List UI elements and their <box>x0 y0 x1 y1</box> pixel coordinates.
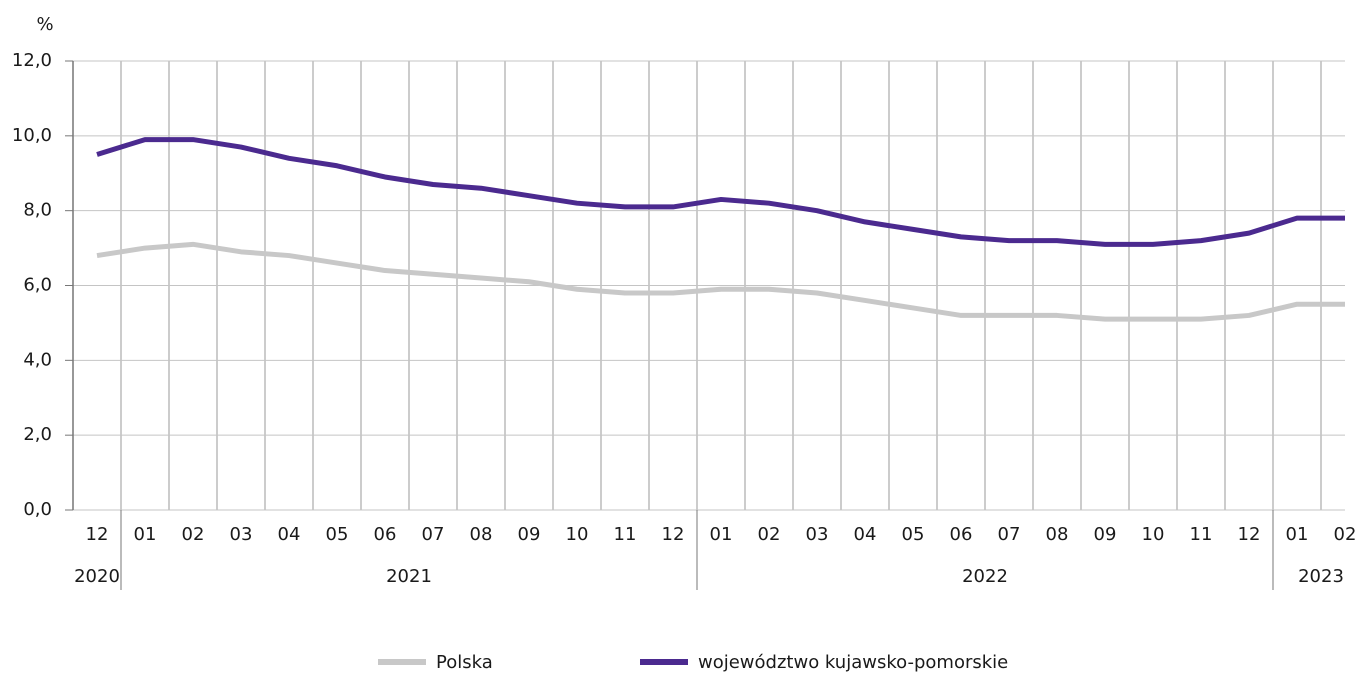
x-tick-label: 02 <box>1334 524 1357 545</box>
year-label: 2021 <box>386 566 432 587</box>
y-axis-label: % <box>36 14 53 35</box>
x-tick-label: 03 <box>806 524 829 545</box>
y-tick-label: 0,0 <box>23 499 52 520</box>
y-tick-label: 8,0 <box>23 200 52 221</box>
legend-label: województwo kujawsko-pomorskie <box>698 652 1008 673</box>
x-tick-label: 11 <box>1190 524 1213 545</box>
x-tick-label: 07 <box>998 524 1021 545</box>
x-tick-label: 12 <box>662 524 685 545</box>
x-tick-label: 05 <box>902 524 925 545</box>
x-tick-label: 10 <box>1142 524 1165 545</box>
series-line <box>96 241 1345 322</box>
x-tick-label: 07 <box>422 524 445 545</box>
x-tick-label: 02 <box>182 524 205 545</box>
y-tick-label: 12,0 <box>12 50 52 71</box>
year-label: 2020 <box>74 566 120 587</box>
y-tick-label: 4,0 <box>23 349 52 370</box>
x-tick-label: 09 <box>518 524 541 545</box>
legend-label: Polska <box>436 652 493 673</box>
x-tick-label: 01 <box>1286 524 1309 545</box>
x-tick-label: 05 <box>326 524 349 545</box>
x-tick-label: 08 <box>470 524 493 545</box>
x-tick-label: 04 <box>278 524 301 545</box>
series-line <box>96 137 1345 247</box>
x-tick-label: 06 <box>950 524 973 545</box>
y-tick-label: 10,0 <box>12 125 52 146</box>
x-tick-label: 12 <box>86 524 109 545</box>
x-tick-label: 11 <box>614 524 637 545</box>
x-tick-label: 08 <box>1046 524 1069 545</box>
x-tick-label: 01 <box>134 524 157 545</box>
x-tick-label: 01 <box>710 524 733 545</box>
x-tick-label: 06 <box>374 524 397 545</box>
x-tick-label: 09 <box>1094 524 1117 545</box>
y-tick-label: 6,0 <box>23 275 52 296</box>
x-tick-label: 04 <box>854 524 877 545</box>
x-tick-label: 10 <box>566 524 589 545</box>
x-tick-label: 03 <box>230 524 253 545</box>
y-tick-label: 2,0 <box>23 424 52 445</box>
x-tick-label: 02 <box>758 524 781 545</box>
year-label: 2023 <box>1298 566 1344 587</box>
x-tick-label: 12 <box>1238 524 1261 545</box>
year-label: 2022 <box>962 566 1008 587</box>
